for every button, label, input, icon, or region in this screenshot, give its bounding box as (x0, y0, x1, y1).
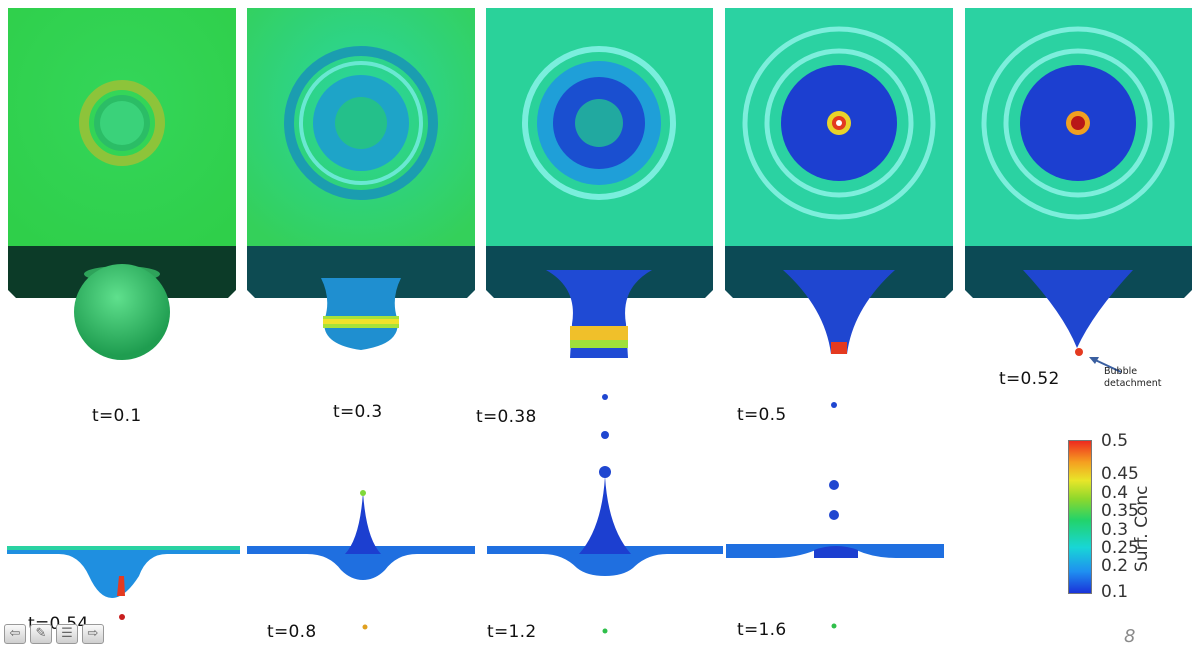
pen-icon[interactable]: ✎ (30, 624, 52, 644)
time-label: t=0.52 (999, 369, 1060, 389)
time-label: t=1.6 (737, 620, 787, 640)
slide-nav: ⇦ ✎ ☰ ⇨ (4, 624, 104, 644)
drop-t08 (362, 624, 368, 630)
panel-t05 (725, 8, 953, 354)
detachment-arrow (1089, 357, 1122, 373)
surface-t12 (487, 476, 723, 576)
back-arrow-icon[interactable]: ⇦ (4, 624, 26, 644)
colorbar-tick: 0.4 (1101, 483, 1129, 503)
time-label: t=0.1 (92, 406, 142, 426)
bubble-detachment-note: Bubble detachment (1104, 366, 1162, 389)
surface-t054 (7, 546, 240, 598)
panel-t052 (965, 8, 1192, 356)
colorbar-title: Surf. Conc (1132, 485, 1152, 572)
falling-bubbles (829, 402, 839, 520)
colorbar-tick: 0.45 (1101, 464, 1139, 484)
menu-icon[interactable]: ☰ (56, 624, 78, 644)
panel-t01 (8, 8, 236, 360)
drop-t16 (831, 623, 837, 629)
colorbar-tick: 0.5 (1101, 431, 1129, 451)
drop-t12 (602, 628, 608, 634)
colorbar-tick: 0.2 (1101, 556, 1129, 576)
colorbar-tick: 0.3 (1101, 520, 1129, 540)
colorbar-tick: 0.1 (1101, 582, 1129, 602)
colorbar-tick: 0.35 (1101, 501, 1139, 521)
surface-t16 (726, 544, 944, 558)
falling-bubbles (599, 394, 611, 478)
surface-t08 (247, 490, 475, 580)
time-label: t=0.8 (267, 622, 317, 642)
forward-arrow-icon[interactable]: ⇨ (82, 624, 104, 644)
panel-t03 (247, 8, 475, 350)
time-label: t=0.38 (476, 407, 537, 427)
colorbar-tick: 0.25 (1101, 538, 1139, 558)
time-label: t=0.5 (737, 405, 787, 425)
time-label: t=0.3 (333, 402, 383, 422)
colorbar (1068, 440, 1092, 594)
panel-t038 (486, 8, 713, 358)
page-number: 8 (1124, 626, 1136, 647)
time-label: t=1.2 (487, 622, 537, 642)
drop-t054 (119, 614, 125, 620)
